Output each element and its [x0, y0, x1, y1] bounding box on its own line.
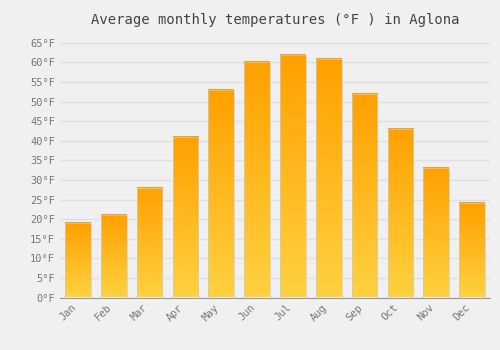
Bar: [280, 55, 306, 298]
Bar: [136, 188, 162, 298]
Bar: [244, 62, 270, 298]
Bar: [424, 168, 449, 298]
Bar: [316, 58, 342, 298]
Bar: [101, 215, 126, 298]
Bar: [172, 137, 199, 298]
Bar: [65, 223, 91, 298]
Bar: [352, 94, 378, 298]
Title: Average monthly temperatures (°F ) in Aglona: Average monthly temperatures (°F ) in Ag…: [91, 13, 459, 27]
Bar: [208, 90, 234, 298]
Bar: [459, 203, 485, 298]
Bar: [388, 129, 413, 298]
